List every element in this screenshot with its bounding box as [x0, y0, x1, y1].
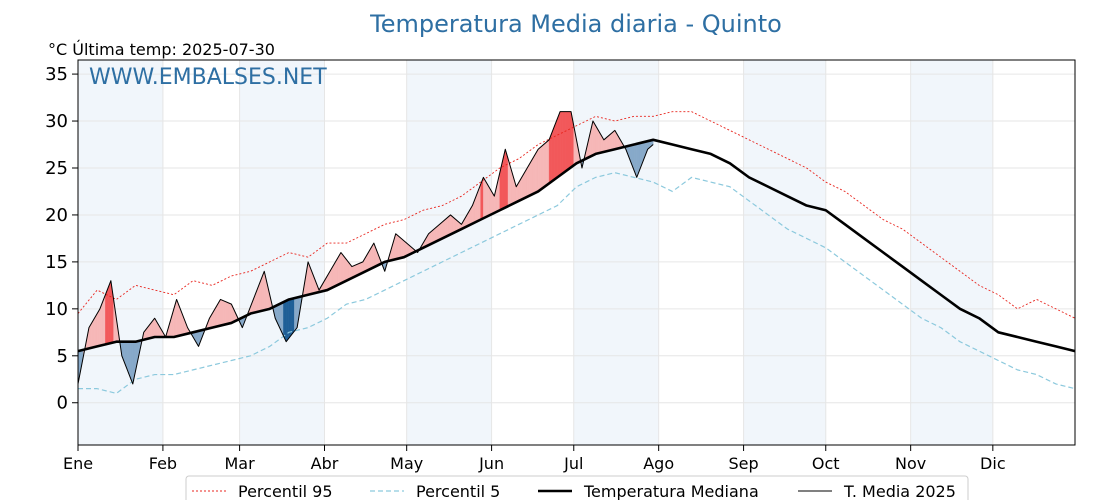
anomaly-fill [102, 294, 106, 346]
x-tick-label: Oct [812, 454, 840, 473]
anomaly-fill [340, 251, 344, 284]
anomaly-fill [395, 233, 399, 260]
anomaly-fills [77, 111, 654, 385]
month-bands [78, 60, 993, 445]
anomaly-fill [442, 219, 446, 239]
anomaly-fill [222, 300, 227, 326]
legend-item-percentil-95: Percentil 95 [192, 482, 333, 500]
anomaly-fill [559, 111, 564, 176]
x-tick-label: Mar [225, 454, 256, 473]
anomaly-fill [554, 118, 558, 180]
x-tick-label: Sep [729, 454, 759, 473]
anomaly-fill [294, 297, 298, 332]
legend-label-percentil-95: Percentil 95 [238, 482, 333, 500]
anomaly-fill [543, 141, 547, 188]
month-band [78, 60, 163, 445]
anomaly-fill [343, 255, 347, 283]
legend-label-temperatura-mediana: Temperatura Mediana [583, 482, 759, 500]
series-lines [77, 111, 1076, 394]
anomaly-fill [228, 302, 232, 324]
legend: Percentil 95 Percentil 5 Temperatura Med… [185, 475, 969, 500]
anomaly-fill [444, 216, 448, 238]
anomaly-fill [220, 299, 224, 326]
x-tick-label: Jul [563, 454, 583, 473]
anomaly-fill [565, 111, 569, 172]
anomaly-fill [532, 153, 536, 195]
anomaly-fill [592, 120, 596, 156]
plot-area [77, 59, 1076, 446]
anomaly-fill [540, 144, 544, 190]
x-tick-label: Ago [643, 454, 674, 473]
legend-item-t-media-2025: T. Media 2025 [798, 482, 956, 500]
anomaly-fill [568, 111, 572, 170]
anomaly-fill [483, 176, 487, 219]
anomaly-fill [107, 280, 112, 344]
x-tick-label: Feb [149, 454, 177, 473]
month-band [910, 60, 993, 445]
series-line-temperatura-mediana [77, 138, 1076, 353]
y-tick-label: 35 [45, 64, 68, 85]
plot-frame [77, 59, 1076, 446]
legend-item-percentil-5: Percentil 5 [370, 482, 500, 500]
y-tick-label: 30 [45, 111, 68, 132]
anomaly-fill [551, 125, 555, 182]
anomaly-fill [398, 235, 402, 259]
x-tick-label: Dic [980, 454, 1006, 473]
anomaly-fill [285, 299, 290, 343]
anomaly-fill [546, 139, 550, 186]
month-band [743, 60, 826, 445]
chart-title: Temperatura Media diaria - Quinto [369, 10, 782, 38]
y-tick-label: 25 [45, 158, 68, 179]
month-band [406, 60, 492, 445]
y-tick-label: 15 [45, 252, 68, 273]
y-tick-label: 10 [45, 299, 68, 320]
chart-subtitle: °C Última temp: 2025-07-30 [48, 40, 275, 59]
x-tick-label: May [390, 454, 423, 473]
month-band [573, 60, 659, 445]
y-tick-label: 0 [57, 393, 68, 414]
y-tick-label: 5 [57, 346, 68, 367]
anomaly-fill [96, 308, 101, 347]
anomaly-fill [529, 157, 533, 196]
anomaly-fill [225, 301, 229, 325]
anomaly-fill [291, 297, 295, 336]
series-line-percentil-95 [77, 111, 1076, 319]
legend-box [185, 475, 969, 500]
anomaly-fill [450, 214, 454, 235]
y-tick-label: 20 [45, 205, 68, 226]
anomaly-fill [401, 237, 405, 259]
anomaly-fill [537, 146, 542, 192]
x-tick-label: Jun [478, 454, 504, 473]
x-tick-label: Nov [895, 454, 926, 473]
x-tick-label: Abr [311, 454, 339, 473]
legend-item-temperatura-mediana: Temperatura Mediana [538, 482, 759, 500]
anomaly-fill [611, 129, 616, 151]
anomaly-fill [439, 221, 443, 241]
x-tick-label: Ene [63, 454, 93, 473]
month-band [239, 60, 325, 445]
anomaly-fill [526, 162, 531, 198]
anomaly-fill [485, 181, 490, 218]
anomaly-fill [609, 132, 613, 151]
anomaly-fill [447, 214, 451, 237]
anomaly-fill [105, 287, 109, 345]
legend-label-t-media-2025: T. Media 2025 [843, 482, 956, 500]
series-line-t-media-2025 [77, 111, 654, 385]
anomaly-fill [94, 312, 98, 348]
x-axis: Ene Feb Mar Abr May Jun Jul Ago Sep Oct Nov Dic [63, 445, 1006, 473]
watermark: WWW.EMBALSES.NET [89, 65, 327, 90]
anomaly-fill [562, 111, 566, 174]
anomaly-fill [535, 148, 539, 194]
legend-label-percentil-5: Percentil 5 [416, 482, 500, 500]
y-axis: 0 5 10 15 20 25 30 35 [45, 64, 78, 414]
anomaly-fill [557, 111, 561, 178]
anomaly-fill [548, 132, 553, 184]
